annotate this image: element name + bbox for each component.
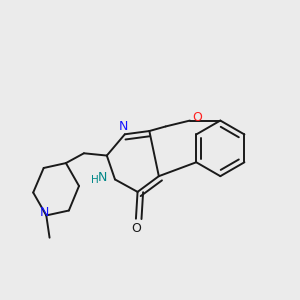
- Text: N: N: [40, 206, 49, 219]
- Text: N: N: [118, 120, 128, 133]
- Text: H: H: [92, 176, 99, 185]
- Text: O: O: [131, 222, 141, 235]
- Text: N: N: [98, 171, 107, 184]
- Text: O: O: [192, 111, 202, 124]
